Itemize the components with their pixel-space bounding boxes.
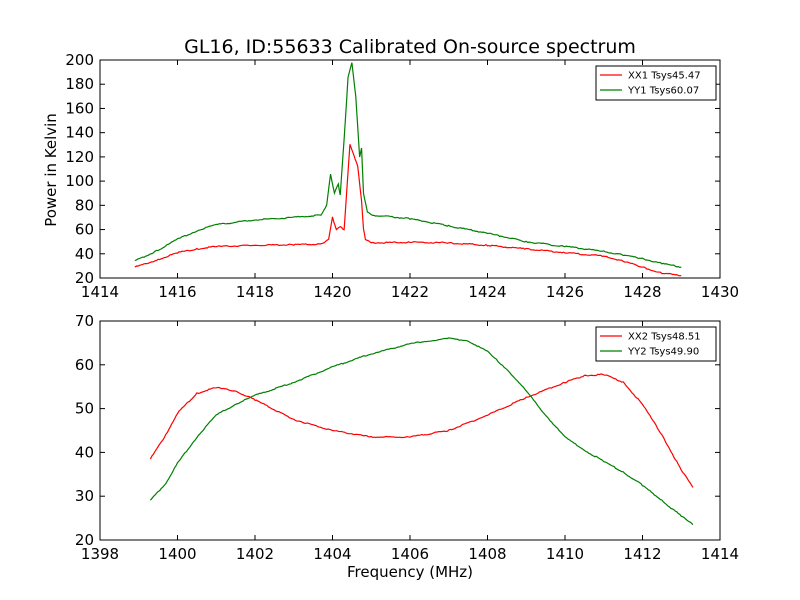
chart-title: GL16, ID:55633 Calibrated On-source spec… <box>184 36 636 58</box>
legend-box <box>595 65 717 101</box>
y-tick-label: 140 <box>65 124 94 142</box>
y-tick-label: 40 <box>75 443 94 461</box>
x-tick-label: 1418 <box>236 283 274 301</box>
y-tick-label: 20 <box>75 531 94 549</box>
legend: XX1 Tsys45.47 YY1 Tsys60.07 <box>595 65 717 101</box>
x-tick-label: 1414 <box>701 545 739 563</box>
legend-entry: XX2 Tsys48.51 <box>628 332 701 343</box>
y-tick-label: 50 <box>75 400 94 418</box>
y-tick-label: 80 <box>75 196 94 214</box>
x-tick-label: 1428 <box>623 283 661 301</box>
y-tick-label: 120 <box>65 148 94 166</box>
x-tick-label: 1420 <box>313 283 351 301</box>
y-tick-label: 60 <box>75 356 94 374</box>
x-tick-label: 1412 <box>623 545 661 563</box>
top-spectrum-plot: 1414 1416 1418 1420 1422 1424 1426 1428 1430 20 40… <box>65 51 739 301</box>
x-tick-label: 1424 <box>468 283 506 301</box>
y-tick-label: 40 <box>75 245 94 263</box>
x-tick-label: 1422 <box>391 283 429 301</box>
y-tick-label: 200 <box>65 51 94 69</box>
x-tick-label: 1430 <box>701 283 739 301</box>
legend-entry: YY1 Tsys60.07 <box>627 86 699 97</box>
x-tick-label: 1406 <box>391 545 429 563</box>
series-line-2-2 <box>149 337 694 526</box>
y-tick-label: 180 <box>65 75 94 93</box>
legend-entry: YY2 Tsys49.90 <box>627 347 699 358</box>
x-tick-label: 1398 <box>81 545 119 563</box>
bottom-spectrum-plot: 1398 1400 1402 1404 1406 1408 1410 1412 1414 20 30… <box>75 312 739 563</box>
x-tick-label: 1426 <box>546 283 584 301</box>
legend-box <box>595 326 717 362</box>
series-line-1-1 <box>134 144 682 277</box>
y-tick-label: 60 <box>75 221 94 239</box>
legend-entry: XX1 Tsys45.47 <box>628 71 701 82</box>
x-tick-label: 1404 <box>313 545 351 563</box>
x-tick-label: 1414 <box>81 283 119 301</box>
y-tick-label: 160 <box>65 99 94 117</box>
series-line-1-2 <box>134 62 682 268</box>
top-y-axis-label: Power in Kelvin <box>42 113 60 227</box>
x-tick-label: 1416 <box>158 283 196 301</box>
x-tick-label: 1410 <box>546 545 584 563</box>
x-tick-label: 1408 <box>468 545 506 563</box>
x-tick-label: 1400 <box>158 545 196 563</box>
y-tick-label: 70 <box>75 312 94 330</box>
series-line-2-1 <box>149 373 694 488</box>
bottom-x-axis-label: Frequency (MHz) <box>347 563 473 581</box>
legend: XX2 Tsys48.51 YY2 Tsys49.90 <box>595 326 717 362</box>
x-tick-label: 1402 <box>236 545 274 563</box>
y-tick-label: 20 <box>75 269 94 287</box>
y-tick-label: 100 <box>65 172 94 190</box>
y-tick-label: 30 <box>75 487 94 505</box>
